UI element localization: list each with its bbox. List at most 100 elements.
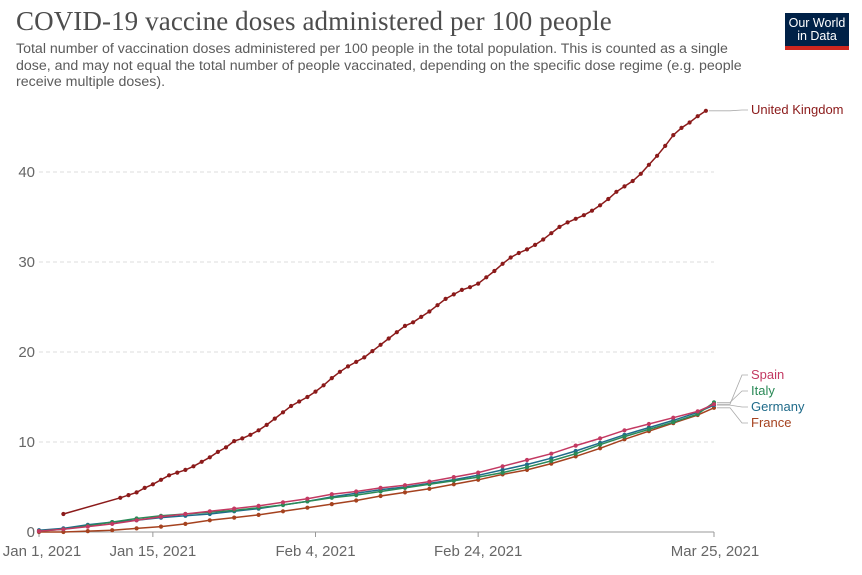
data-point [134, 518, 139, 523]
data-point [158, 514, 164, 519]
data-point [598, 446, 603, 451]
data-point [500, 464, 505, 469]
series-spain[interactable] [36, 402, 717, 534]
logo-line-1: Our World [788, 16, 846, 30]
data-point [354, 489, 359, 494]
data-point [207, 509, 212, 514]
data-point [354, 493, 359, 498]
label-connector [717, 404, 748, 408]
data-point [175, 470, 180, 475]
data-point [402, 490, 408, 495]
data-point [85, 524, 90, 529]
data-point [264, 422, 269, 427]
data-point [329, 502, 334, 507]
data-point [549, 458, 554, 463]
data-point [638, 171, 643, 176]
data-point [118, 495, 123, 500]
data-point [451, 482, 456, 487]
data-point [476, 475, 481, 480]
data-point [61, 527, 66, 532]
data-point [451, 475, 456, 480]
data-point [622, 428, 627, 433]
data-point [703, 108, 709, 113]
data-point [240, 436, 245, 441]
data-point [695, 114, 700, 119]
series-germany[interactable] [36, 403, 717, 533]
data-point [565, 220, 570, 225]
data-point [232, 439, 237, 444]
data-point [622, 434, 627, 439]
data-point [419, 314, 424, 319]
series-group [36, 108, 717, 535]
data-point [207, 455, 212, 460]
label-connector [717, 390, 748, 403]
data-point [549, 451, 554, 456]
series-line [63, 110, 707, 515]
data-point [272, 416, 277, 421]
data-point [646, 427, 652, 432]
series-label-text: Spain [751, 367, 784, 382]
data-point [500, 261, 505, 266]
owid-logo[interactable]: Our World in Data [785, 13, 849, 50]
data-point [598, 436, 603, 441]
data-point [248, 432, 253, 437]
x-tick-label: Jan 1, 2021 [3, 543, 81, 560]
data-point [679, 125, 684, 130]
data-point [280, 509, 286, 514]
data-point [508, 255, 513, 260]
data-point [329, 376, 334, 381]
series-label-germany[interactable]: Germany [717, 399, 805, 414]
data-point [476, 470, 481, 475]
data-point [370, 349, 375, 354]
data-point [606, 196, 611, 202]
logo-line-2: in Data [797, 29, 837, 43]
data-point [459, 287, 464, 292]
data-point [354, 359, 359, 364]
data-point [476, 281, 481, 286]
data-point [297, 399, 302, 404]
data-point [435, 303, 440, 308]
data-point [280, 410, 286, 415]
data-point [110, 521, 115, 527]
data-point [329, 495, 334, 500]
data-point [305, 394, 310, 400]
data-point [158, 524, 164, 529]
data-point [142, 485, 147, 490]
y-tick-label: 20 [18, 344, 35, 361]
data-point [671, 415, 676, 420]
data-point [687, 120, 692, 125]
data-point [256, 428, 261, 433]
data-point [158, 477, 164, 482]
data-point [199, 459, 204, 464]
data-point [232, 515, 237, 520]
data-point [378, 493, 383, 499]
data-point [443, 296, 448, 301]
data-point [646, 162, 652, 167]
data-point [402, 483, 408, 488]
series-label-italy[interactable]: Italy [717, 383, 775, 403]
data-point [402, 323, 408, 328]
data-point [573, 451, 578, 456]
label-connector [717, 374, 748, 405]
data-point [427, 309, 432, 314]
data-point [321, 383, 326, 388]
label-connector [717, 407, 748, 424]
x-axis: Jan 1, 2021 Jan 15, 2021 Feb 4, 2021 Feb 24… [3, 531, 759, 560]
series-label-united-kingdom[interactable]: United Kingdom [708, 102, 844, 117]
data-point [256, 503, 261, 508]
series-label-france[interactable]: France [717, 407, 791, 430]
chart-subtitle: Total number of vaccination doses admini… [16, 41, 742, 90]
data-point [183, 511, 188, 517]
data-point [289, 403, 294, 409]
data-point [614, 189, 619, 194]
data-point [183, 521, 188, 527]
label-connector [708, 109, 748, 112]
data-point [598, 203, 603, 208]
data-point [167, 473, 172, 478]
series-united-kingdom[interactable] [61, 108, 709, 517]
series-italy[interactable] [36, 400, 717, 534]
data-point [500, 470, 505, 475]
series-france[interactable] [36, 405, 717, 535]
series-label-spain[interactable]: Spain [717, 367, 784, 405]
